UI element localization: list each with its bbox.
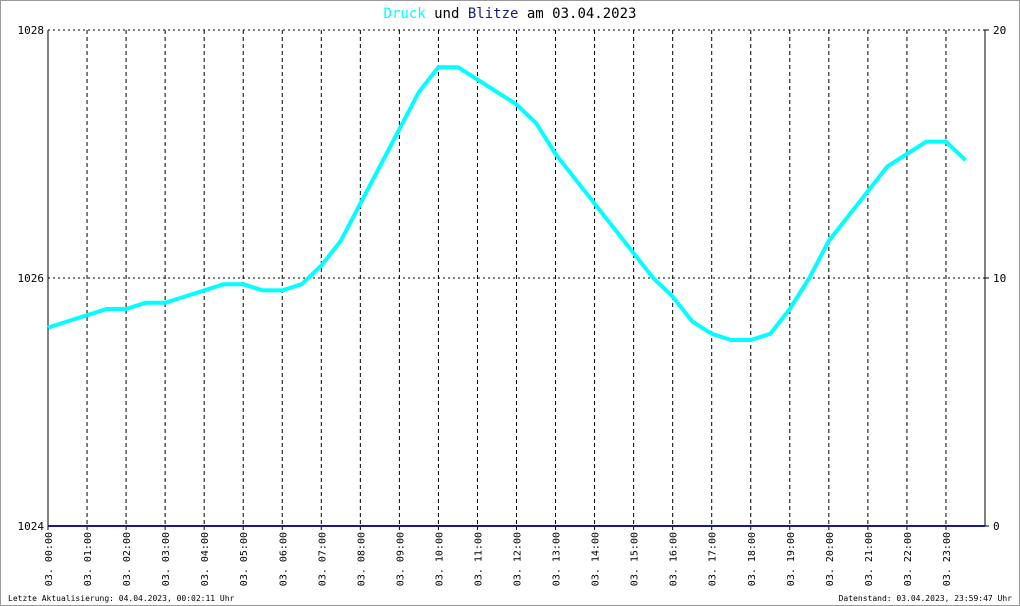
y-tick-label: 1024	[18, 520, 45, 533]
x-tick-label: 03. 14:00	[591, 532, 602, 586]
x-tick-label: 03. 23:00	[942, 532, 953, 586]
series-line	[47, 65, 967, 342]
x-tick-label: 03. 00:00	[44, 532, 55, 586]
x-tick-label: 03. 20:00	[825, 532, 836, 586]
title-series: Blitze	[468, 6, 519, 22]
x-tick-label: 03. 22:00	[903, 532, 914, 586]
footer-left: Letzte Aktualisierung: 04.04.2023, 00:02…	[8, 594, 235, 603]
y2-tick-label: 0	[993, 520, 1000, 533]
x-tick-label: 03. 11:00	[473, 532, 484, 586]
title-text: am 03.04.2023	[527, 6, 637, 22]
chart-title: Druck und Blitze am 03.04.2023	[384, 6, 637, 22]
y2-tick-label: 10	[993, 272, 1006, 285]
footer-right: Datenstand: 03.04.2023, 23:59:47 Uhr	[839, 594, 1013, 603]
y2-tick-label: 20	[993, 24, 1006, 37]
x-tick-label: 03. 07:00	[317, 532, 328, 586]
x-tick-label: 03. 08:00	[356, 532, 367, 586]
y-tick-label: 1028	[18, 24, 45, 37]
x-tick-label: 03. 01:00	[83, 532, 94, 586]
x-tick-label: 03. 02:00	[122, 532, 133, 586]
x-tick-label: 03. 21:00	[864, 532, 875, 586]
x-tick-label: 03. 09:00	[395, 532, 406, 586]
x-tick-label: 03. 05:00	[239, 532, 250, 586]
x-tick-label: 03. 16:00	[669, 532, 680, 586]
x-tick-label: 03. 17:00	[708, 532, 719, 586]
title-series: Druck	[384, 6, 427, 22]
x-tick-label: 03. 06:00	[278, 532, 289, 586]
x-tick-label: 03. 18:00	[747, 532, 758, 586]
x-tick-label: 03. 19:00	[786, 532, 797, 586]
x-tick-label: 03. 13:00	[552, 532, 563, 586]
x-tick-label: 03. 03:00	[161, 532, 172, 586]
x-tick-label: 03. 10:00	[434, 532, 445, 586]
title-text: und	[434, 6, 459, 22]
y-tick-label: 1026	[18, 272, 45, 285]
x-tick-label: 03. 12:00	[513, 532, 524, 586]
x-tick-label: 03. 04:00	[200, 532, 211, 586]
x-tick-label: 03. 15:00	[630, 532, 641, 586]
